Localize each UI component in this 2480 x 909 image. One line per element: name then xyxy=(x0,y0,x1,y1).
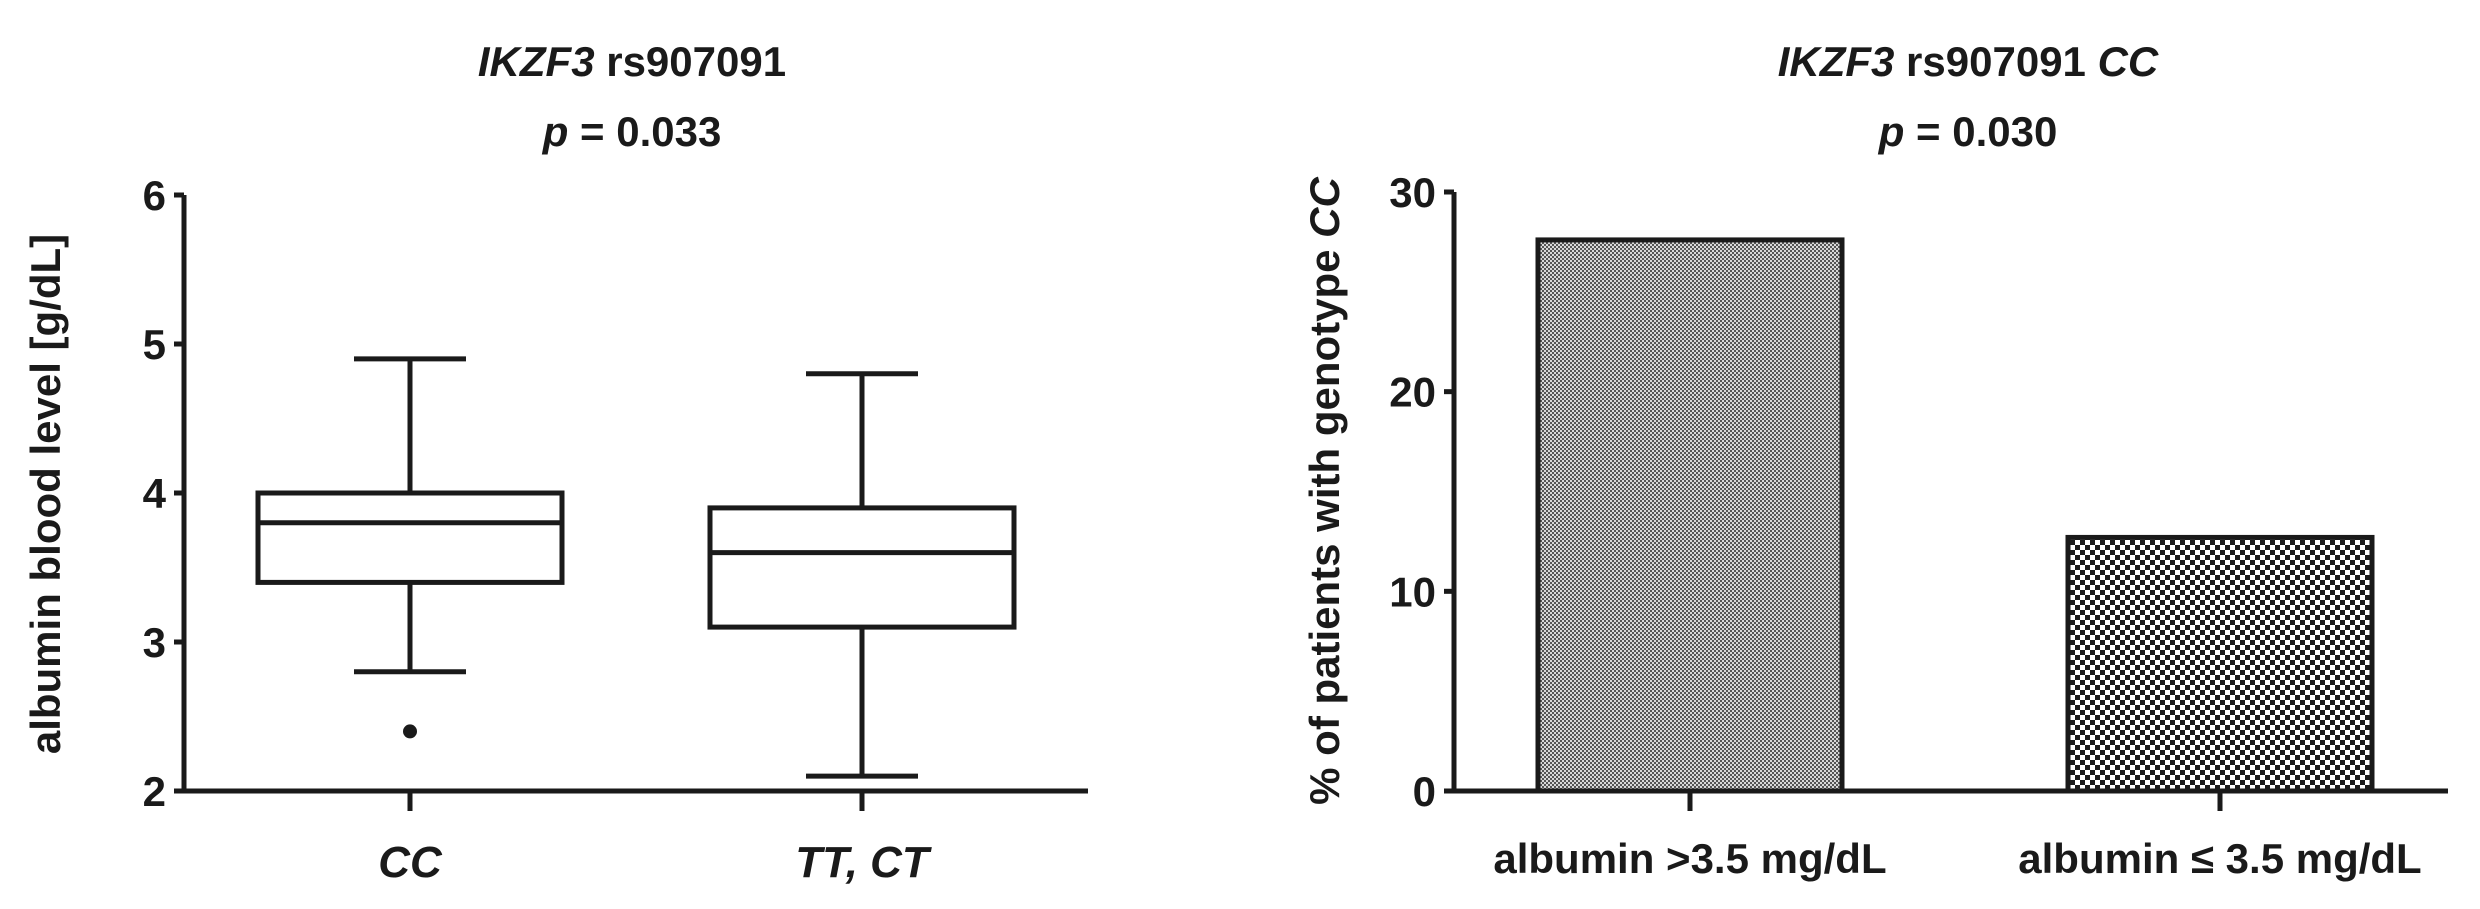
y-tick-label: 20 xyxy=(1389,369,1436,416)
y-tick-label: 3 xyxy=(143,619,166,666)
right-title: IKZF3 rs907091 CC xyxy=(1778,38,2159,85)
bar xyxy=(1535,237,1845,794)
x-tick-label: CC xyxy=(378,838,443,887)
box xyxy=(255,490,565,585)
y-tick-label: 6 xyxy=(143,172,166,219)
x-tick-label: TT, CT xyxy=(795,838,932,887)
y-tick-label: 10 xyxy=(1389,568,1436,615)
left-title: IKZF3 rs907091 xyxy=(478,38,786,85)
y-tick-label: 4 xyxy=(143,470,167,517)
x-tick-label: albumin ≤ 3.5 mg/dL xyxy=(2018,835,2421,882)
x-tick-label: albumin >3.5 mg/dL xyxy=(1493,835,1886,882)
left-p-value: p = 0.033 xyxy=(542,108,722,155)
y-tick-label: 30 xyxy=(1389,169,1436,216)
right-y-axis-label: % of patients with genotype CC xyxy=(1301,176,1348,804)
bar-chart: albumin >3.5 mg/dL albumin ≤ 3.5 mg/dL 0 10… xyxy=(1389,169,2448,882)
box xyxy=(707,505,1017,630)
right-p-value: p = 0.030 xyxy=(1878,108,2058,155)
outlier-point xyxy=(403,724,417,739)
y-tick-label: 5 xyxy=(143,321,166,368)
bar xyxy=(2065,534,2375,794)
y-tick-label: 0 xyxy=(1413,768,1436,815)
y-tick-label: 2 xyxy=(143,768,166,815)
left-y-axis-label: albumin blood level [g/dL] xyxy=(22,234,69,754)
box-plot: 2 3 4 5 6 CC TT, CT xyxy=(143,172,1088,887)
